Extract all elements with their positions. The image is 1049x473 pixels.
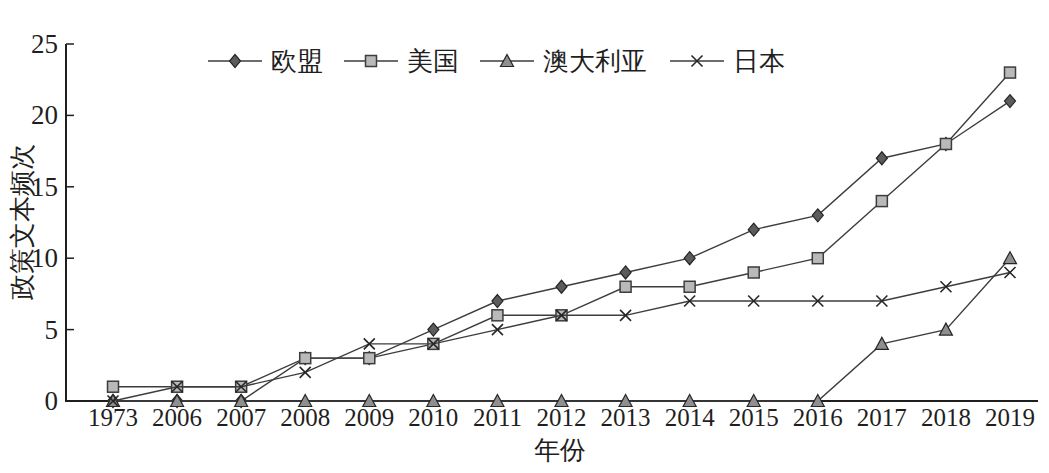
x-tick-label: 2017 [857,404,907,431]
x-tick-label: 2011 [473,404,522,431]
marker-diamond [556,280,567,293]
legend-label-eu: 欧盟 [271,47,323,76]
y-tick-label: 5 [45,315,59,345]
policy-frequency-line-chart: 政策文本频次 年份 051015202519732006200720082009… [0,0,1049,473]
marker-triangle [1004,252,1017,264]
x-tick-label: 2013 [601,404,651,431]
marker-diamond [1005,95,1016,108]
marker-diamond [812,209,823,222]
marker-square [876,196,887,207]
legend: 欧盟 美国 澳大利亚 日本 [208,47,785,76]
series-line-us [113,73,1010,387]
x-tick-label: 2008 [280,404,330,431]
x-tick-label: 2016 [793,404,843,431]
legend-item-australia: 澳大利亚 [480,47,647,76]
marker-square [492,310,503,321]
x-tick-label: 2010 [408,404,458,431]
x-tick-label: 2019 [985,404,1035,431]
legend-label-us: 美国 [407,47,459,76]
marker-square [620,281,631,292]
marker-square [684,281,695,292]
marker-diamond [492,295,503,308]
y-tick-label: 20 [31,100,58,130]
marker-square [748,267,759,278]
marker-square [940,138,951,149]
y-tick-label: 10 [31,243,58,273]
x-tick-label: 2015 [729,404,779,431]
marker-square [108,381,119,392]
legend-item-japan: 日本 [670,47,785,76]
marker-diamond [748,223,759,236]
marker-diamond [876,152,887,165]
series-line-eu [113,101,1010,401]
marker-diamond [620,266,631,279]
legend-item-eu: 欧盟 [208,47,323,76]
y-tick-label: 15 [31,172,58,202]
marker-square [1005,67,1016,78]
marker-diamond [428,323,439,336]
x-axis-title: 年份 [534,436,586,465]
legend-label-australia: 澳大利亚 [543,47,647,76]
x-tick-label: 2018 [921,404,971,431]
legend-item-us: 美国 [344,47,459,76]
chart-canvas: 政策文本频次 年份 051015202519732006200720082009… [0,0,1049,473]
x-tick-label: 2009 [344,404,394,431]
marker-square [364,353,375,364]
marker-square [812,253,823,264]
series-eu [108,95,1016,408]
y-tick-label: 25 [31,29,58,59]
marker-square [300,353,311,364]
y-axis-title: 政策文本频次 [8,144,37,300]
y-tick-label: 0 [45,386,59,416]
legend-label-japan: 日本 [733,47,785,76]
marker-diamond [684,252,695,265]
x-tick-label: 2012 [537,404,587,431]
legend-marker-diamond [230,55,241,68]
x-tick-label: 2014 [665,404,716,431]
legend-marker-square [366,56,377,67]
